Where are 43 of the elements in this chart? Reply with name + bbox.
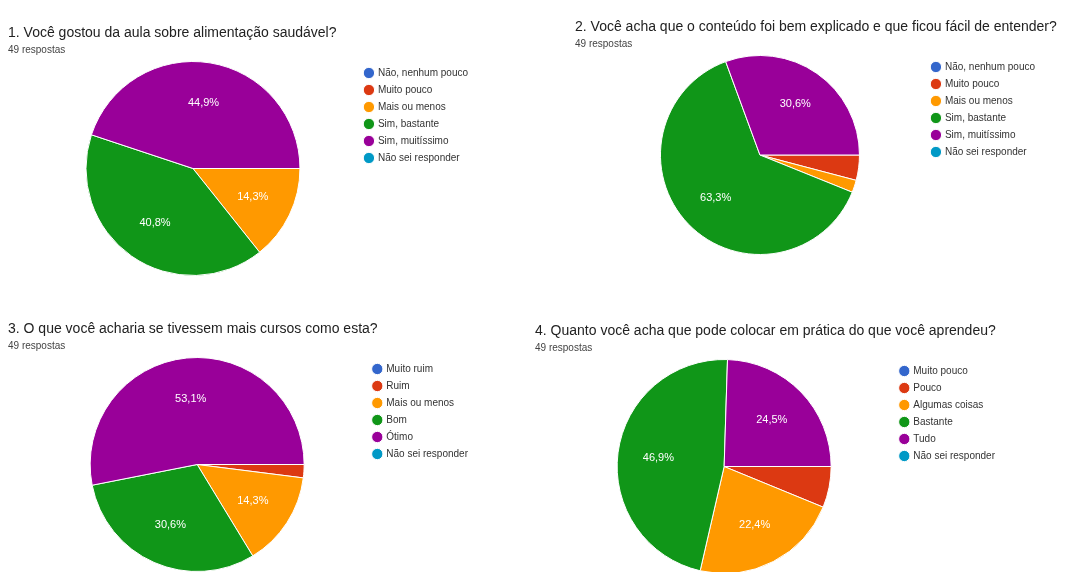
chart-subtitle: 49 respostas: [535, 342, 594, 353]
legend-label: Tudo: [913, 432, 937, 444]
data-label: 30,6%: [154, 518, 187, 531]
data-label: 14,3%: [237, 493, 269, 506]
legend-label: Sim, muitíssimo: [944, 128, 1016, 140]
data-label: 24,5%: [756, 413, 788, 426]
chart-subtitle: 49 respostas: [575, 38, 634, 49]
legend-label: Sim, muitíssimo: [377, 134, 449, 146]
data-label: 30,6%: [779, 97, 812, 110]
legend-label: Não sei responder: [386, 447, 469, 459]
legend-label: Muito ruim: [386, 362, 433, 374]
legend-label: Sim, bastante: [944, 111, 1007, 123]
chart-title: 1. Você gostou da aula sobre alimentação saudável?: [8, 23, 338, 42]
data-label: 14,3%: [237, 190, 269, 203]
legend-label: Muito pouco: [913, 364, 969, 376]
data-label: 44,9%: [187, 96, 220, 109]
legend-label: Sim, bastante: [377, 117, 440, 129]
data-label: 40,8%: [139, 215, 171, 228]
legend-label: Ótimo: [386, 429, 414, 442]
legend-label: Bastante: [913, 415, 954, 427]
legend-label: Não sei responder: [913, 449, 996, 461]
chart-subtitle: 49 respostas: [8, 44, 67, 55]
legend-label: Não sei responder: [377, 151, 461, 163]
chart-subtitle: 49 respostas: [8, 340, 66, 351]
legend-label: Mais ou menos: [377, 100, 446, 112]
legend-label: Não, nenhum pouco: [944, 60, 1036, 72]
chart-title: 2. Você acha que o conteúdo foi bem explicado e que ficou fácil de entender?: [575, 17, 1058, 36]
legend-label: Mais ou menos: [944, 94, 1013, 106]
legend-label: Pouco: [913, 381, 943, 393]
chart-title: 4. Quanto você acha que pode colocar em prática do que você aprendeu?: [535, 321, 997, 340]
legend-label: Mais ou menos: [386, 396, 455, 408]
data-label: 22,4%: [739, 518, 771, 531]
data-label: 46,9%: [642, 451, 675, 464]
legend-label: Bom: [386, 413, 407, 425]
chart-title: 3. O que você acharia se tivessem mais cursos como esta?: [8, 320, 378, 336]
data-label: 63,3%: [700, 190, 732, 203]
legend-label: Muito pouco: [944, 77, 1000, 89]
legend-label: Muito pouco: [377, 83, 433, 95]
legend-label: Algumas coisas: [913, 398, 984, 410]
legend-label: Ruim: [386, 379, 410, 391]
data-label: 53,1%: [175, 391, 207, 404]
legend-label: Não sei responder: [944, 145, 1028, 157]
legend-label: Não, nenhum pouco: [377, 66, 469, 78]
